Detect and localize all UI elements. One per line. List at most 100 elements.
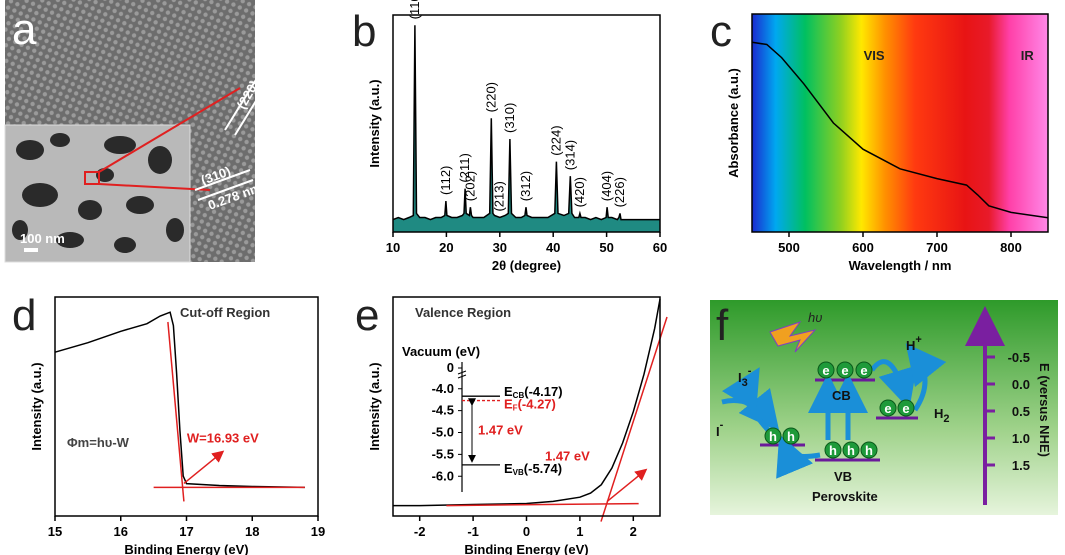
x-tick-label: 1 bbox=[576, 524, 583, 539]
x-tick-label: 500 bbox=[778, 240, 800, 255]
x-tick-label: 2 bbox=[630, 524, 637, 539]
level-value: (-5.74) bbox=[524, 461, 562, 476]
region-label: Valence Region bbox=[415, 305, 511, 320]
peak-label: (314) bbox=[562, 140, 577, 170]
particles bbox=[12, 133, 184, 253]
plot-frame bbox=[751, 13, 1049, 233]
inset-tick-label: 0 bbox=[447, 360, 454, 375]
plot-frame bbox=[392, 14, 661, 233]
carrier-label: e bbox=[860, 363, 867, 378]
y-axis-label: Intensity (a.u.) bbox=[367, 79, 382, 167]
plane-spacing: 0.314 nm bbox=[257, 67, 296, 123]
photon-label: hυ bbox=[808, 310, 822, 325]
level-label: EVB(-5.74) bbox=[504, 461, 562, 477]
x-tick-label: 19 bbox=[311, 524, 325, 539]
carrier bbox=[764, 427, 782, 445]
axis-tick-label: 1.5 bbox=[1012, 458, 1030, 473]
x-tick-label: 60 bbox=[653, 240, 667, 255]
peak-label: (226) bbox=[612, 177, 627, 207]
band-label: IR bbox=[1021, 48, 1035, 63]
inset-tick-label: -6.0 bbox=[432, 468, 454, 483]
x-tick-label: 15 bbox=[48, 524, 62, 539]
cb-label: CB bbox=[832, 388, 851, 403]
inset-title: Vacuum (eV) bbox=[402, 344, 480, 359]
y-axis-label: Absorbance (a.u.) bbox=[726, 68, 741, 178]
level-label: ECB(-4.17) bbox=[504, 384, 563, 400]
line bbox=[54, 311, 305, 489]
peak-label: (112) bbox=[438, 166, 453, 195]
x-tick-label: 800 bbox=[1000, 240, 1022, 255]
fit-arrow bbox=[183, 450, 225, 485]
x-tick-label: 20 bbox=[439, 240, 453, 255]
axis-tick-label: 1.0 bbox=[1012, 431, 1030, 446]
fit-arrow bbox=[606, 468, 648, 503]
carrier bbox=[824, 441, 842, 459]
fit-label: 1.47 eV bbox=[545, 449, 590, 464]
x-tick-label: 0 bbox=[523, 524, 530, 539]
axis-tick-label: -0.5 bbox=[1008, 350, 1030, 365]
level-value: (-4.17) bbox=[524, 384, 562, 399]
axis-label: E (versus NHE) bbox=[1037, 363, 1052, 457]
fit-tangent bbox=[167, 321, 185, 502]
line bbox=[751, 41, 1049, 219]
carrier-label: h bbox=[769, 429, 777, 444]
level-symbol: E bbox=[504, 461, 513, 476]
formula: Φm=hυ-W bbox=[67, 435, 130, 450]
axis-tick-label: 0.5 bbox=[1012, 404, 1030, 419]
vb-label: VB bbox=[834, 469, 852, 484]
axis-break bbox=[457, 370, 467, 379]
material-label: Perovskite bbox=[812, 489, 878, 504]
carrier-label: e bbox=[822, 363, 829, 378]
panel-letter: c bbox=[710, 7, 732, 56]
y-axis-label: Intensity (a.u.) bbox=[29, 362, 44, 450]
fit-label: W=16.93 eV bbox=[187, 430, 259, 445]
region-label: Cut-off Region bbox=[180, 305, 270, 320]
gap-label: 1.47 eV bbox=[478, 423, 523, 438]
peak-label: (220) bbox=[483, 82, 498, 112]
carrier-label: e bbox=[841, 363, 848, 378]
carrier-label: h bbox=[847, 443, 855, 458]
peak-label: (420) bbox=[572, 177, 587, 207]
carrier-label: e bbox=[884, 401, 891, 416]
panel-letter: d bbox=[12, 291, 36, 340]
tem-panel: a (220) 0.314 nm (310) 0.278 nm 100 nm 1… bbox=[4, 0, 298, 263]
inset-tick-label: -5.5 bbox=[432, 446, 454, 461]
inset-tick-label: -4.0 bbox=[432, 381, 454, 396]
x-axis-label: Wavelength / nm bbox=[849, 258, 952, 273]
x-axis-label: 2θ (degree) bbox=[492, 258, 561, 273]
peak-label: (202) bbox=[462, 171, 477, 201]
carrier bbox=[842, 441, 860, 459]
transfer-arrows bbox=[721, 343, 947, 479]
carrier-label: h bbox=[829, 443, 837, 458]
x-tick-label: 50 bbox=[599, 240, 613, 255]
x-tick-label: 18 bbox=[245, 524, 259, 539]
plot-frame bbox=[54, 296, 319, 517]
inset-tick-label: -4.5 bbox=[432, 403, 454, 418]
axis-tick-label: 0.0 bbox=[1012, 377, 1030, 392]
x-tick-label: 40 bbox=[546, 240, 560, 255]
carrier bbox=[879, 399, 897, 417]
triiodide-label: I3- bbox=[738, 365, 752, 389]
x-tick-label: 600 bbox=[852, 240, 874, 255]
line bbox=[392, 25, 660, 221]
carrier-label: e bbox=[902, 401, 909, 416]
carrier-label: h bbox=[787, 429, 795, 444]
scale-bar-label: 1 nm bbox=[270, 228, 298, 243]
level-symbol: E bbox=[504, 384, 513, 399]
carrier bbox=[860, 441, 878, 459]
peak-label: (404) bbox=[599, 171, 614, 201]
y-axis-label: Intensity (a.u.) bbox=[367, 362, 382, 450]
fit-tangent bbox=[600, 316, 668, 522]
peak-label: (211) bbox=[457, 153, 472, 182]
peak-label: (312) bbox=[518, 171, 533, 201]
x-tick-label: 700 bbox=[926, 240, 948, 255]
x-axis-label: Binding Energy (eV) bbox=[124, 542, 248, 555]
x-tick-label: 16 bbox=[114, 524, 128, 539]
light-bolt bbox=[769, 321, 817, 353]
plot-frame bbox=[392, 296, 661, 517]
level-subscript: VB bbox=[513, 468, 524, 477]
x-tick-label: 10 bbox=[386, 240, 400, 255]
panel-letter: a bbox=[12, 5, 37, 54]
panel-letter: f bbox=[716, 301, 729, 350]
